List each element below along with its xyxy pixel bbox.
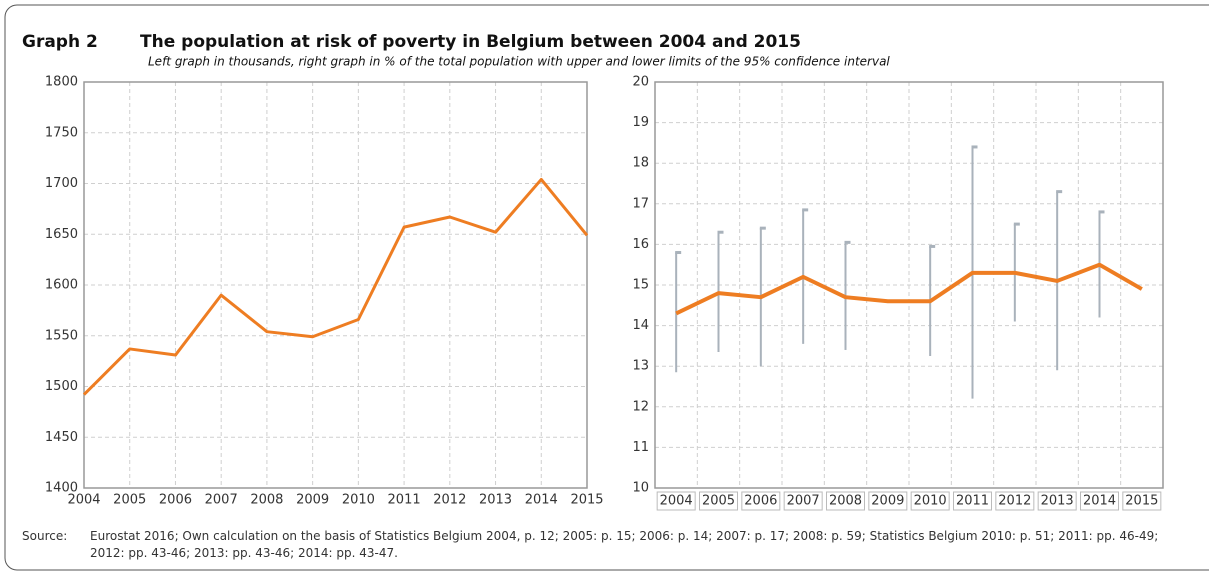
x-tick-label: 2015: [1125, 494, 1158, 509]
y-tick-label: 1800: [45, 75, 78, 90]
y-tick-label: 1700: [45, 176, 78, 191]
x-label-box: [741, 491, 781, 511]
x-tick-label: 2012: [998, 494, 1031, 509]
x-tick-label: 2010: [342, 493, 375, 508]
y-tick-label: 10: [632, 481, 649, 496]
y-tick-label: 1400: [45, 481, 78, 496]
x-tick-label: 2011: [956, 494, 989, 509]
x-label-box: [1122, 491, 1162, 511]
x-tick-label: 2006: [159, 493, 192, 508]
x-label-box: [868, 491, 908, 511]
x-label-box: [953, 491, 992, 511]
data-line: [675, 262, 1143, 316]
x-tick-label: 2011: [388, 493, 421, 508]
x-tick-label: 2008: [829, 494, 862, 509]
y-tick-label: 12: [632, 399, 649, 414]
y-tick-label: 1550: [45, 328, 78, 343]
y-tick-label: 18: [632, 156, 649, 171]
x-label-box: [699, 491, 738, 511]
chart-title: The population at risk of poverty in Bel…: [140, 32, 801, 52]
x-tick-label: 2005: [702, 494, 735, 509]
y-tick-label: 13: [632, 359, 649, 374]
x-tick-label: 2007: [205, 493, 238, 508]
y-tick-label: 1450: [45, 430, 78, 445]
frame: [4, 4, 1209, 571]
chart-subtitle: Left graph in thousands, right graph in …: [148, 55, 890, 69]
x-tick-label: 2004: [660, 494, 693, 509]
x-tick-label: 2005: [113, 493, 146, 508]
plot-border: [83, 81, 588, 489]
x-tick-label: 2014: [525, 493, 558, 508]
y-tick-label: 1750: [45, 125, 78, 140]
x-tick-label: 2013: [479, 493, 512, 508]
x-tick-label: 2015: [570, 493, 603, 508]
x-tick-label: 2014: [1083, 494, 1116, 509]
y-tick-label: 14: [632, 318, 649, 333]
x-label-box: [910, 491, 950, 511]
y-tick-label: 19: [632, 115, 649, 130]
x-tick-label: 2013: [1041, 494, 1074, 509]
y-tick-label: 1650: [45, 227, 78, 242]
graph-label: Graph 2: [22, 32, 98, 52]
x-label-box: [1080, 491, 1119, 511]
x-tick-label: 2012: [433, 493, 466, 508]
data-line: [82, 177, 589, 396]
y-tick-label: 1600: [45, 278, 78, 293]
y-tick-label: 17: [632, 196, 649, 211]
x-label-box: [783, 491, 823, 511]
y-tick-label: 11: [632, 440, 649, 455]
x-tick-label: 2004: [67, 493, 100, 508]
y-tick-label: 16: [632, 237, 649, 252]
x-tick-label: 2008: [250, 493, 283, 508]
y-tick-label: 15: [632, 278, 649, 293]
x-tick-label: 2006: [744, 494, 777, 509]
source-text: Eurostat 2016; Own calculation on the ba…: [90, 529, 1159, 560]
x-tick-label: 2010: [914, 494, 947, 509]
x-label-box: [1037, 491, 1077, 511]
x-tick-label: 2009: [871, 494, 904, 509]
x-label-box: [826, 491, 865, 511]
x-label-box: [656, 491, 696, 511]
x-tick-label: 2009: [296, 493, 329, 508]
x-tick-label: 2007: [787, 494, 820, 509]
y-tick-label: 20: [632, 75, 649, 90]
x-label-box: [995, 491, 1035, 511]
source-label: Source:: [22, 529, 68, 543]
y-tick-label: 1500: [45, 379, 78, 394]
plot-border: [654, 81, 1164, 489]
